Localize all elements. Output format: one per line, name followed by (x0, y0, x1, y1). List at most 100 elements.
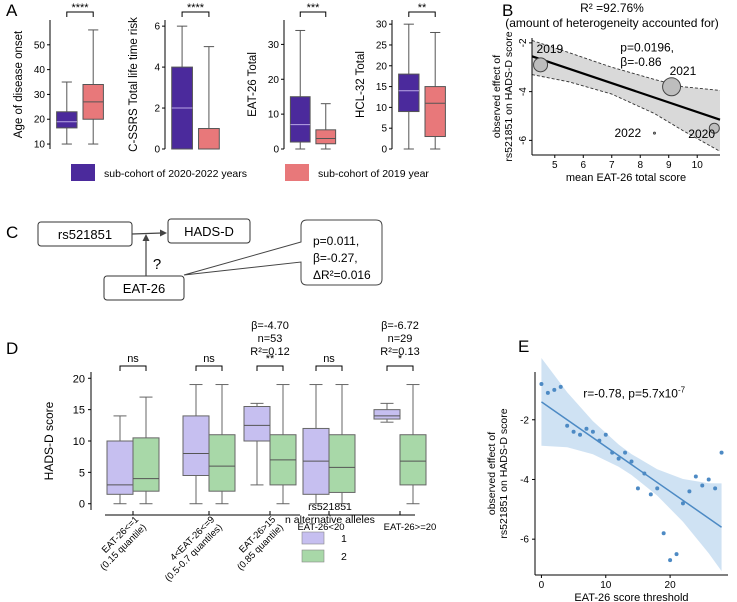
panel-a-subplot-3: 0 5 10 15 20 25 30 HCL-32 Total ** (355, 2, 446, 156)
panel-d-ytick-label: 10 (73, 436, 85, 448)
panel-e-ytick-label: -4 (520, 475, 529, 486)
panel-b-point-2020 (708, 122, 720, 134)
panel-e-point (558, 384, 563, 389)
panel-d-box-allele-2-box (132, 437, 160, 492)
panel-b-point-label-2022: 2022 (614, 126, 641, 140)
panel-b-ylabel-line1: observed effect of (491, 55, 503, 138)
panel-d-xlabel: rs521851 (308, 501, 352, 513)
panel-b-xtick-label: 10 (692, 160, 704, 171)
panel-a-ytick-label: 20 (268, 75, 280, 86)
panel-d-xtick-label-0: EAT-26<=1(0.15 quantile) (90, 514, 149, 573)
panel-a-box-2020-2022-box (56, 111, 78, 129)
panel-e-point (700, 483, 705, 488)
panel-d-group-1: ns 4<EAT-26<=9(0.5-0.7 quantiles) (155, 353, 236, 584)
panel-a-subplot-2: 0 10 20 30 EAT-26 Total *** (247, 2, 337, 156)
panel-d-xtick-label-3: EAT-26<20 (297, 522, 344, 533)
panel-a-sig-label: **** (71, 2, 89, 14)
panel-a-box-2019-box (315, 129, 337, 145)
panel-e-point (668, 558, 673, 563)
panel-d-stat-2: R²=0.13 (380, 346, 419, 358)
eat-26-box-label: EAT-26 (123, 281, 165, 296)
panel-b-ci-band (532, 40, 720, 152)
panel-b-annotation-p: p=0.0196, (620, 40, 674, 54)
panel-b-ytick-label: -4 (518, 87, 529, 96)
panel-b-annotation-beta: β=-0.86 (620, 55, 662, 69)
legend-label-2019: sub-cohort of 2019 year (318, 168, 429, 180)
panel-b-xtick-label: 7 (609, 160, 615, 171)
panel-e-annotation: r=-0.78, p=5.7x10-7 (583, 385, 685, 400)
panel-b-ylabel-line2: rs521851 on HADS-D score (503, 31, 515, 161)
panel-d-xtick-label-1: 4<EAT-26<=9(0.5-0.7 quantiles) (155, 514, 225, 584)
panel-b-xtick-label: 6 (580, 160, 586, 171)
panel-a-ylabel: EAT-26 Total (247, 52, 259, 117)
panel-e-point (661, 531, 666, 536)
panel-e-xlabel: EAT-26 score threshold (574, 592, 688, 602)
panel-a-ylabel: HCL-32 Total (355, 51, 367, 118)
panel-d-stat-2: R²=0.12 (250, 346, 289, 358)
panel-a-ylabel: C-SSRS Total life time risk (128, 17, 140, 152)
panel-a-sig-label: *** (307, 2, 321, 14)
panel-d-stat-0: β=-4.70 (251, 320, 289, 332)
panel-a-ytick-label: 20 (34, 115, 46, 126)
callout-line-beta: β=-0.27, (313, 251, 358, 265)
panel-d-stat-0: β=-6.72 (381, 320, 419, 332)
panel-b-fit-line (531, 55, 721, 121)
panel-d-sig-bracket (256, 365, 284, 371)
panel-a-ytick-label: 4 (154, 63, 160, 74)
panel-d-ytick-label: 0 (79, 499, 85, 511)
panel-b-xlabel: mean EAT-26 total score (566, 172, 686, 184)
panel-b-ci-lower (531, 74, 721, 152)
panel-a-box-2019-box (424, 86, 446, 138)
hads-d-box (167, 218, 251, 244)
legend-swatch-allele-2 (301, 549, 325, 563)
legend-label-2020-2022: sub-cohort of 2020-2022 years (104, 168, 247, 180)
panel-a-ytick-label: 50 (34, 40, 46, 51)
panel-e-point (629, 459, 634, 464)
panel-letter-e: E (518, 337, 529, 356)
question-mark: ? (153, 256, 161, 273)
panel-b-point-2019 (533, 57, 549, 73)
legend-label-allele-2: 2 (341, 551, 347, 563)
panel-b-point-label-2020: 2020 (688, 127, 715, 141)
panel-e-point (642, 471, 647, 476)
panel-d-sig-bracket (315, 365, 343, 371)
panel-e-xtick-label: 0 (539, 580, 545, 591)
panel-e-point (648, 492, 653, 497)
panel-b-point-2021 (662, 77, 682, 97)
legend-swatch-allele-1 (301, 531, 325, 545)
arrow-head-right (160, 229, 167, 237)
panel-a-ytick-label: 10 (376, 103, 388, 114)
panel-e-ytick-label: -2 (520, 415, 529, 426)
panel-e-ylabel: observed effect ofrs521851 on HADS-D sco… (486, 408, 510, 538)
panel-e-point (713, 486, 718, 491)
panel-e-point (603, 432, 608, 437)
panel-b: R² =92.76% (amount of heterogeneity acco… (491, 1, 721, 184)
panel-a-ytick-label: 30 (268, 40, 280, 51)
panel-a-sig-label: **** (187, 2, 205, 14)
panel-b-subtitle: (amount of heterogeneity accounted for) (505, 16, 718, 30)
panel-e-point (565, 423, 570, 428)
panel-a-ylabel: Age of disease onset (13, 30, 25, 138)
panel-a-ytick-label: 10 (268, 110, 280, 121)
panel-e-ylabel-line2: rs521851 on HADS-D score (498, 408, 510, 538)
panel-d-sig-label: ** (266, 353, 275, 365)
panel-d-box-allele-1-box (373, 409, 401, 420)
panel-a-ytick-label: 15 (376, 82, 388, 93)
panel-a-subplot-0: 10 20 30 40 50 Age of disease onset **** (13, 2, 104, 151)
panel-a-ytick-label: 20 (376, 61, 388, 72)
panel-b-ci-upper (531, 40, 721, 91)
panel-d-sig-bracket (386, 365, 414, 371)
panel-a-subplot-1: 0 2 4 6 C-SSRS Total life time risk **** (128, 2, 220, 156)
panel-e-point (571, 429, 576, 434)
panel-d-ytick-label: 5 (79, 467, 85, 479)
panel-a-legend: sub-cohort of 2020-2022 years sub-cohort… (71, 164, 429, 181)
panel-c: rs521851 HADS-D EAT-26 ? p=0.011, β=-0.2… (37, 218, 383, 301)
panel-d-legend-title: n alternative alleles (285, 514, 375, 526)
panel-e-point (584, 426, 589, 431)
legend-swatch-2020-2022 (71, 164, 95, 181)
panel-d-sig-bracket (119, 365, 147, 371)
panel-d-box-allele-2-box (399, 434, 427, 486)
